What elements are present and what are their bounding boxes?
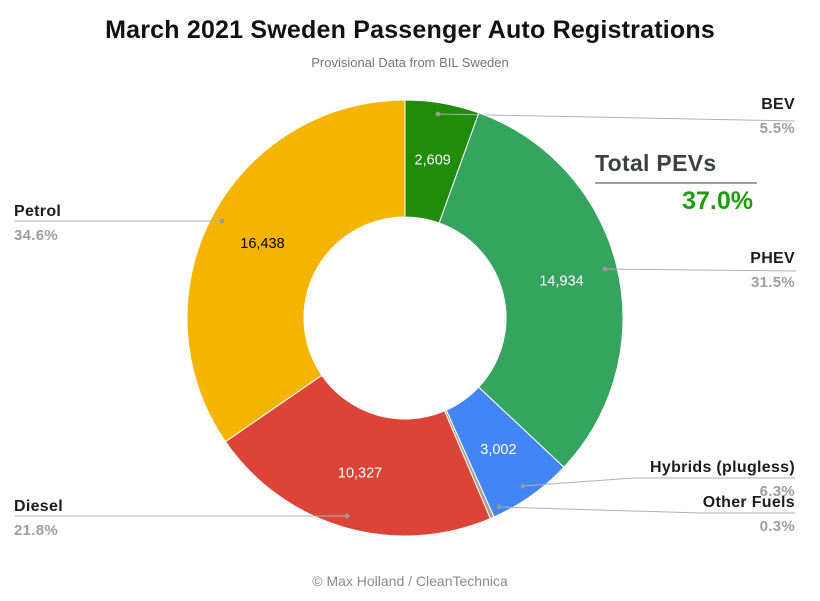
page-subtitle: Provisional Data from BIL Sweden — [311, 55, 509, 70]
leader-line — [604, 268, 797, 272]
callout-petrol: Petrol 34.6% — [14, 203, 61, 244]
callout-bev-label: BEV — [761, 96, 795, 113]
leader-dot — [496, 504, 502, 510]
slice-value-label: 3,002 — [480, 442, 516, 458]
donut-slice-petrol[interactable] — [186, 99, 406, 443]
leader-dot — [435, 111, 441, 117]
total-pevs-label: Total PEVs — [595, 150, 757, 184]
callout-other-fuels-pct: 0.3% — [759, 518, 795, 535]
total-pevs-block: Total PEVs 37.0% — [595, 150, 757, 216]
callout-hybrids-label: Hybrids (plugless) — [650, 459, 795, 476]
callout-diesel: Diesel 21.8% — [14, 498, 63, 539]
callout-diesel-label: Diesel — [14, 498, 63, 515]
donut-slice-diesel[interactable] — [224, 374, 491, 537]
leader-dot — [602, 266, 608, 272]
copyright-footer: © Max Holland / CleanTechnica — [312, 573, 508, 589]
leader-line — [498, 506, 795, 514]
callout-phev-pct: 31.5% — [750, 274, 795, 291]
slice-value-label: 2,609 — [415, 152, 451, 168]
callout-diesel-pct: 21.8% — [14, 522, 59, 539]
slice-value-label: 10,327 — [338, 466, 382, 482]
leader-line — [437, 113, 796, 122]
leader-dot — [219, 218, 225, 224]
callout-phev-label: PHEV — [750, 250, 795, 267]
callout-bev: BEV 5.5% — [760, 96, 795, 137]
slice-value-label: 14,934 — [539, 273, 583, 289]
donut-slice-phev[interactable] — [438, 112, 624, 468]
slice-value-label: 16,438 — [240, 236, 284, 252]
leader-dot — [520, 483, 526, 489]
total-pevs-value: 37.0% — [682, 187, 753, 215]
leader-dot — [344, 513, 350, 519]
callout-phev: PHEV 31.5% — [750, 250, 795, 291]
callout-other-fuels: Other Fuels 0.3% — [703, 494, 795, 535]
callout-hybrids-pct: 6.3% — [759, 483, 795, 500]
leader-line — [522, 477, 795, 487]
callout-petrol-pct: 34.6% — [14, 227, 59, 244]
callout-hybrids: Hybrids (plugless) 6.3% — [650, 459, 795, 500]
callout-other-fuels-label: Other Fuels — [702, 494, 795, 511]
callout-petrol-label: Petrol — [14, 203, 62, 220]
callout-bev-pct: 5.5% — [759, 120, 795, 137]
page-title: March 2021 Sweden Passenger Auto Registr… — [105, 16, 715, 44]
